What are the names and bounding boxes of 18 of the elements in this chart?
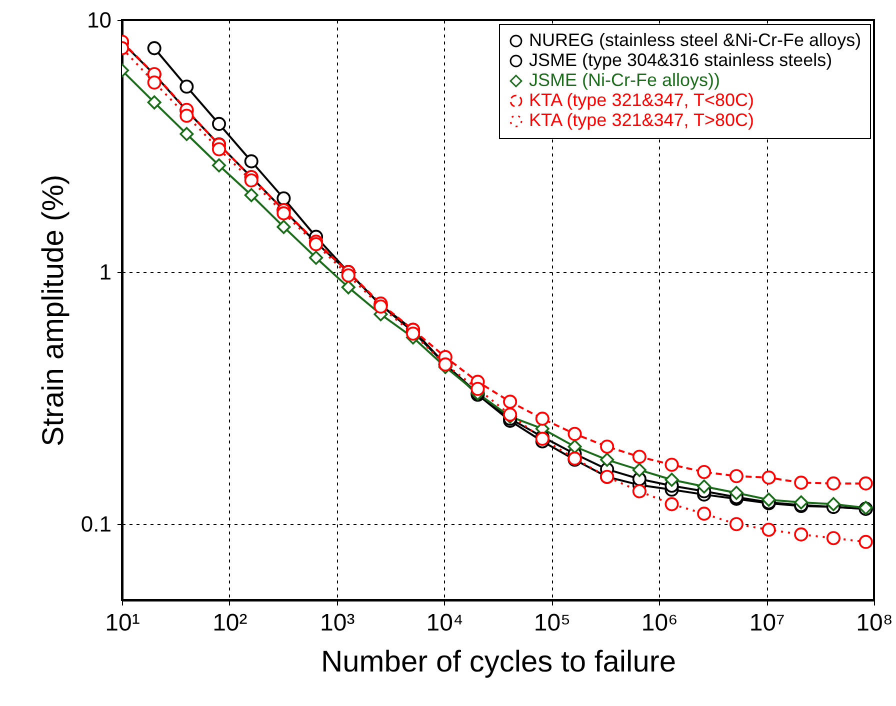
y-tick-label: 1 [99, 260, 112, 285]
y-tick-label: 0.1 [80, 512, 112, 537]
x-tick-label: 10¹ [105, 610, 140, 636]
x-tick-label: 10⁷ [749, 610, 785, 636]
x-tick-label: 10⁴ [426, 610, 464, 636]
legend-label: KTA (type 321&347, T<80C) [529, 90, 754, 110]
legend-label: JSME (type 304&316 stainless steels) [529, 50, 832, 70]
x-tick-label: 10⁶ [641, 610, 678, 636]
y-axis-title: Strain amplitude (%) [36, 174, 70, 446]
legend-label: NUREG (stainless steel &Ni-Cr-Fe alloys) [529, 30, 862, 50]
x-tick-label: 10² [212, 610, 248, 636]
x-tick-label: 10⁵ [534, 610, 571, 636]
legend-label: JSME (Ni-Cr-Fe alloys)) [529, 70, 720, 90]
legend-label: KTA (type 321&347, T>80C) [529, 110, 754, 130]
x-tick-label: 10³ [320, 610, 355, 636]
y-tick-label: 10 [87, 8, 112, 32]
x-axis-title: Number of cycles to failure [320, 646, 676, 678]
x-tick-label: 10⁸ [856, 610, 893, 636]
